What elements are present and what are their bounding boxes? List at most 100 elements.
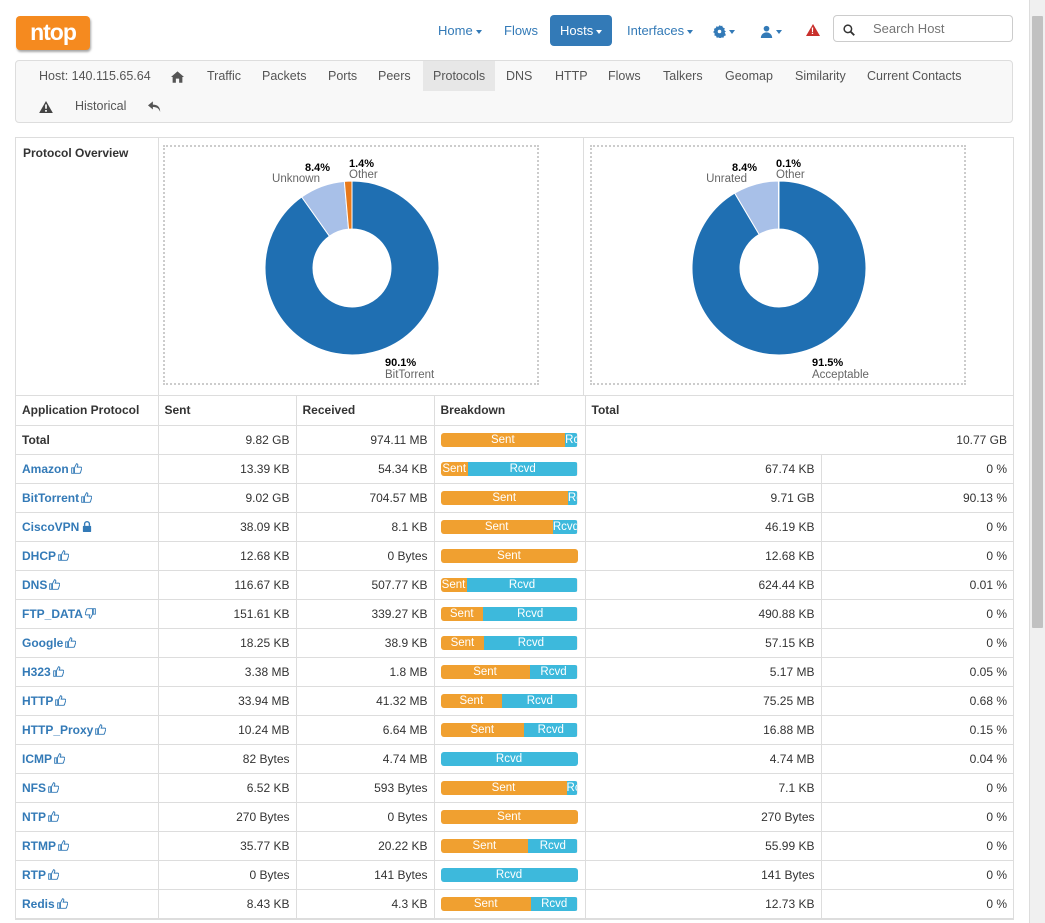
thumbs-up-icon — [63, 636, 77, 650]
back-tab[interactable] — [138, 91, 171, 121]
tab-http[interactable]: HTTP — [555, 69, 588, 83]
user-icon — [760, 25, 773, 39]
header-sent[interactable]: Sent — [157, 396, 297, 426]
pie-label-percentage: 91.5% — [812, 357, 843, 369]
pie-slice[interactable] — [343, 180, 353, 230]
protocol-link[interactable]: HTTP — [22, 693, 54, 708]
tab-peers[interactable]: Peers — [378, 69, 411, 83]
gear-icon — [713, 25, 726, 40]
pie-slice[interactable] — [777, 180, 780, 230]
caret-down-icon — [596, 29, 603, 34]
search-icon — [843, 23, 855, 36]
total-cell: 7.1 KB — [584, 772, 822, 803]
protocol-link[interactable]: DNS — [22, 577, 48, 592]
protocol-link[interactable]: NFS — [22, 780, 46, 795]
received-cell: 54.34 KB — [295, 453, 435, 484]
protocol-link[interactable]: RTP — [22, 867, 46, 882]
breed-pie-svg: 91.5%Acceptable 8.4%Unrated 0.1%Other — [691, 158, 869, 381]
header-total[interactable]: Total — [584, 396, 1013, 426]
breakdown-bar: Sent — [440, 548, 578, 563]
thumbs-up-icon — [46, 781, 60, 795]
table-row: FTP_DATA 151.61 KB 339.27 KB Sent Rcvd 490.88… — [16, 598, 1013, 629]
sent-cell: 38.09 KB — [157, 511, 297, 542]
alerts-tab[interactable] — [29, 91, 63, 121]
protocol-link[interactable]: H323 — [22, 664, 51, 679]
tab-current-contacts[interactable]: Current Contacts — [867, 69, 962, 83]
protocol-link[interactable]: RTMP — [22, 838, 56, 853]
protocol-name-cell: DNS — [16, 569, 159, 600]
tab-talkers[interactable]: Talkers — [663, 69, 703, 83]
total-cell: 9.71 GB — [584, 482, 822, 513]
tab-dns[interactable]: DNS — [506, 69, 533, 83]
tab-packets[interactable]: Packets — [262, 69, 307, 83]
protocol-link[interactable]: Amazon — [22, 461, 69, 476]
undo-icon — [148, 101, 161, 112]
protocol-link[interactable]: HTTP_Proxy — [22, 722, 94, 737]
sent-cell: 3.38 MB — [157, 656, 297, 687]
bar-rcvd-segment: Rcvd — [530, 896, 578, 911]
total-cell: 624.44 KB — [584, 569, 822, 600]
protocol-link[interactable]: FTP_DATA — [22, 606, 83, 621]
bar-sent-segment: Sent — [440, 606, 483, 621]
vertical-scrollbar[interactable] — [1029, 0, 1045, 923]
protocol-link[interactable]: CiscoVPN — [22, 519, 80, 534]
tab-historical[interactable]: Historical — [75, 99, 127, 113]
protocol-link[interactable]: BitTorrent — [22, 490, 80, 505]
header-received[interactable]: Received — [295, 396, 435, 426]
user-menu[interactable] — [750, 15, 792, 46]
tab-flows[interactable]: Flows — [608, 69, 641, 83]
tab-ports[interactable]: Ports — [328, 69, 358, 83]
sent-cell: 151.61 KB — [157, 598, 297, 629]
settings-menu[interactable] — [703, 15, 745, 46]
bar-sent-segment: Sent — [440, 548, 578, 563]
home-tab[interactable] — [161, 61, 194, 91]
protocol-link[interactable]: Redis — [22, 896, 55, 911]
header-breakdown: Breakdown — [433, 396, 586, 426]
thumbs-up-icon — [56, 839, 70, 853]
tab-traffic[interactable]: Traffic — [207, 69, 242, 83]
protocol-link[interactable]: Google — [22, 635, 64, 650]
bar-sent-segment: Sent — [440, 664, 530, 679]
thumbs-up-icon — [53, 694, 67, 708]
alert-warning-icon[interactable]: ! — [806, 24, 820, 36]
protocol-link[interactable]: ICMP — [22, 751, 52, 766]
host-label: Host: 140.115.65.64 — [39, 69, 151, 83]
pie-slice[interactable] — [691, 180, 867, 356]
bar-rcvd-segment: Rcvd — [440, 867, 578, 882]
tab-similarity[interactable]: Similarity — [795, 69, 846, 83]
bar-rcvd-segment: Rcvd — [467, 461, 578, 476]
nav-hosts[interactable]: Hosts — [550, 15, 613, 46]
header-application-protocol[interactable]: Application Protocol — [16, 396, 159, 426]
protocol-link[interactable]: DHCP — [22, 548, 57, 563]
table-row: RTP 0 Bytes 141 Bytes Rcvd 141 Bytes 0 % — [16, 859, 1013, 890]
search-host-input[interactable] — [864, 15, 1013, 42]
tab-geomap[interactable]: Geomap — [725, 69, 773, 83]
caret-down-icon — [475, 29, 482, 34]
thumbs-up-icon — [46, 868, 60, 882]
protocol-link[interactable]: NTP — [22, 809, 46, 824]
pie-label-percentage: 8.4% — [732, 162, 757, 174]
nav-flows[interactable]: Flows — [504, 23, 538, 38]
nav-interfaces[interactable]: Interfaces — [617, 15, 703, 46]
received-cell: 0 Bytes — [295, 801, 435, 832]
pie-slice[interactable] — [264, 180, 440, 356]
lock-icon — [79, 520, 92, 534]
received-cell: 0 Bytes — [295, 540, 435, 571]
search-button[interactable] — [833, 15, 865, 42]
scrollbar-thumb[interactable] — [1032, 16, 1043, 628]
table-row: ICMP 82 Bytes 4.74 MB Rcvd 4.74 MB 0.04 % — [16, 743, 1013, 774]
nav-home[interactable]: Home — [428, 15, 492, 46]
ntop-logo[interactable]: ntop — [16, 16, 90, 50]
received-cell: 141 Bytes — [295, 859, 435, 890]
bar-sent-segment: Sent — [440, 577, 467, 592]
percentage-cell: 0 % — [820, 830, 1013, 861]
tab-protocols[interactable]: Protocols — [423, 61, 496, 91]
received-cell: 339.27 KB — [295, 598, 435, 629]
